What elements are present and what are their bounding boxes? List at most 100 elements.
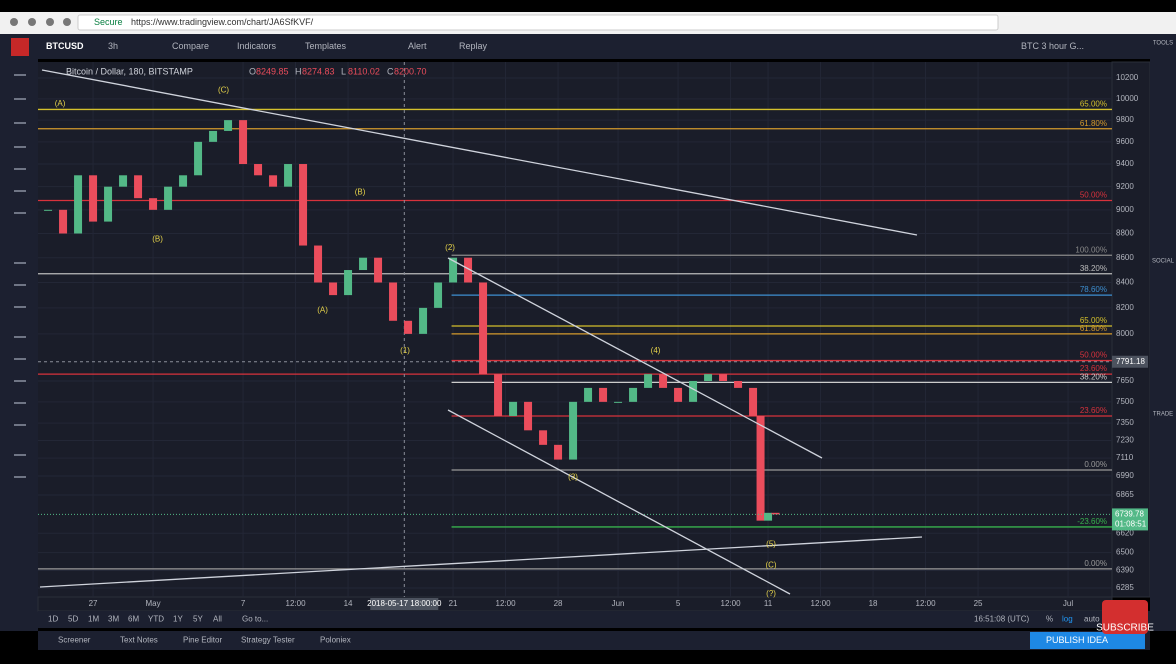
tool[interactable] <box>14 168 26 170</box>
tool[interactable] <box>14 476 26 478</box>
subscribe-label: SUBSCRIBE <box>1096 623 1154 634</box>
x-tick-label: 7 <box>241 599 246 608</box>
crosshair-date: 2018-05-17 18:00:00 <box>367 599 442 608</box>
left-toolbar <box>0 59 38 631</box>
bottom-tab[interactable]: Text Notes <box>120 636 158 645</box>
logo[interactable] <box>11 38 29 56</box>
candle <box>494 374 503 416</box>
tv-header <box>0 34 1176 59</box>
publish-button[interactable] <box>1030 632 1145 649</box>
candle <box>89 175 98 222</box>
candle <box>284 164 293 187</box>
bottom-tab[interactable]: Strategy Tester <box>241 636 295 645</box>
candle <box>329 282 338 296</box>
forward[interactable] <box>28 18 36 26</box>
candle <box>539 430 548 445</box>
candle <box>119 175 128 187</box>
back[interactable] <box>10 18 18 26</box>
tool[interactable] <box>14 74 26 76</box>
candle <box>629 387 638 402</box>
wave-label: (5) <box>766 540 776 549</box>
last-price: 6739.78 <box>1115 510 1144 519</box>
security: Secure <box>94 17 123 27</box>
range-button[interactable]: 3M <box>108 615 119 624</box>
tool[interactable] <box>14 212 26 214</box>
goto[interactable]: Go to... <box>242 615 268 624</box>
tool[interactable] <box>14 284 26 286</box>
toolbar-button[interactable]: Templates <box>305 41 347 51</box>
candle <box>464 257 473 283</box>
bottom-tab[interactable]: Poloniex <box>320 636 351 645</box>
clock: 16:51:08 (UTC) <box>974 615 1029 624</box>
tool[interactable] <box>14 424 26 426</box>
price-axis <box>1111 61 1151 598</box>
wave-label: (3) <box>568 473 578 482</box>
bottom-tab[interactable]: Screener <box>58 636 91 645</box>
scale-option[interactable]: log <box>1062 615 1073 624</box>
toolbar-button[interactable]: Replay <box>459 41 488 51</box>
tool-icons <box>14 74 26 478</box>
candle <box>44 209 53 211</box>
bottom-tab[interactable]: Pine Editor <box>183 636 222 645</box>
trend-line <box>447 257 823 459</box>
home[interactable] <box>63 18 71 26</box>
y-tick-label: 9400 <box>1116 159 1134 168</box>
wave-label: (B) <box>355 188 366 197</box>
candle <box>209 130 218 142</box>
tool[interactable] <box>14 122 26 124</box>
legend-value: 8200.70 <box>394 66 427 76</box>
last-price-tag <box>1112 508 1148 531</box>
toolbar-button[interactable]: Compare <box>172 41 209 51</box>
y-tick-label: 6285 <box>1116 583 1134 592</box>
subscribe-badge[interactable] <box>1102 600 1148 634</box>
time-axis <box>37 596 1113 612</box>
publish-label: PUBLISH IDEA <box>1046 635 1108 645</box>
scale-option[interactable]: auto <box>1084 615 1100 624</box>
range-button[interactable]: 5Y <box>193 615 203 624</box>
fib-label: 100.00% <box>1075 245 1107 254</box>
tool[interactable] <box>14 454 26 456</box>
range-button[interactable]: YTD <box>148 615 164 624</box>
x-tick-label: 5 <box>676 599 681 608</box>
tool[interactable] <box>14 98 26 100</box>
candle <box>689 380 698 402</box>
range-button[interactable]: All <box>213 615 222 624</box>
tool[interactable] <box>14 380 26 382</box>
interval: 3h <box>108 41 118 51</box>
candle <box>719 374 728 381</box>
candle <box>254 164 263 176</box>
tool[interactable] <box>14 358 26 360</box>
candle <box>569 401 578 460</box>
scale-option[interactable]: % <box>1046 615 1053 624</box>
wave-label: (4) <box>651 346 661 355</box>
toolbar-button[interactable]: Alert <box>408 41 427 51</box>
fib-label: 38.20% <box>1080 264 1107 273</box>
tool[interactable] <box>14 402 26 404</box>
range-button[interactable]: 6M <box>128 615 139 624</box>
legend-title: Bitcoin / Dollar, 180, BITSTAMP <box>66 66 193 76</box>
chart-area[interactable] <box>38 62 1112 597</box>
candle <box>59 209 68 234</box>
y-tick-label: 6865 <box>1116 490 1134 499</box>
tool[interactable] <box>14 146 26 148</box>
tool[interactable] <box>14 262 26 264</box>
wave-label: (A) <box>55 99 66 108</box>
range-button[interactable]: 1Y <box>173 615 183 624</box>
range-button[interactable]: 1M <box>88 615 99 624</box>
toolbar-button[interactable]: Indicators <box>237 41 277 51</box>
tool[interactable] <box>14 306 26 308</box>
x-tick-label: 28 <box>554 599 563 608</box>
candle <box>704 374 713 381</box>
y-tick-label: 8400 <box>1116 278 1134 287</box>
range-button[interactable]: 5D <box>68 615 78 624</box>
reload[interactable] <box>46 18 54 26</box>
tool[interactable] <box>14 190 26 192</box>
address-bar[interactable] <box>77 14 999 31</box>
fib-label: 61.80% <box>1080 119 1107 128</box>
candle <box>179 175 188 187</box>
range-button[interactable]: 1D <box>48 615 58 624</box>
y-tick-label: 9800 <box>1116 115 1134 124</box>
tool[interactable] <box>14 336 26 338</box>
candle <box>554 444 563 460</box>
candle <box>756 415 765 521</box>
